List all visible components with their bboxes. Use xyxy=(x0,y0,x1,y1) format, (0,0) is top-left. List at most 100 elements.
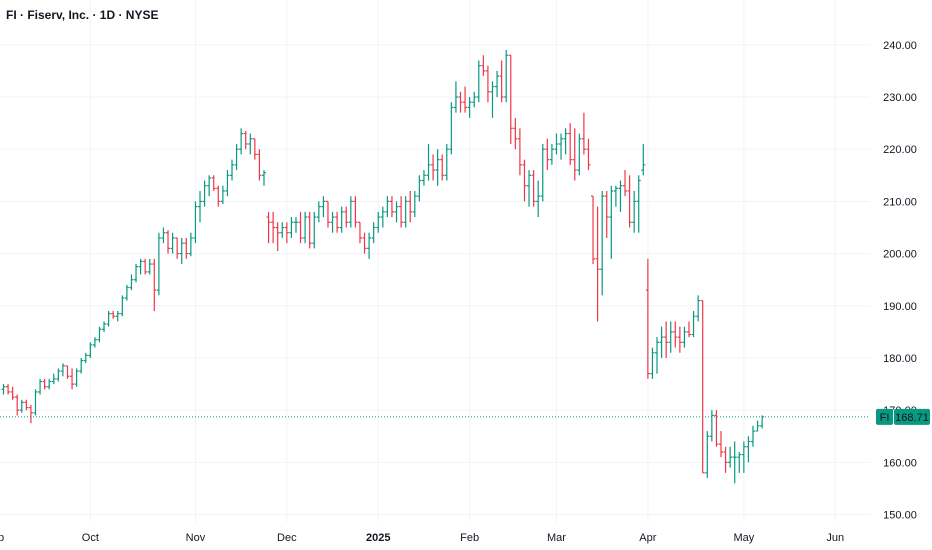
ohlc-bar xyxy=(51,373,56,385)
ohlc-bar xyxy=(211,175,216,191)
ohlc-bar xyxy=(458,91,463,113)
ohlc-bar xyxy=(357,221,362,244)
ticker-badge xyxy=(876,408,893,425)
ohlc-bar xyxy=(664,321,669,358)
ohlc-bar xyxy=(741,441,746,473)
ohlc-bar xyxy=(284,222,289,244)
ohlc-bar xyxy=(572,128,577,181)
grid-lines xyxy=(0,0,870,522)
chart-title: FI · Fiserv, Inc. · 1D · NYSE xyxy=(6,8,159,22)
ohlc-bar xyxy=(42,378,47,390)
ohlc-bar xyxy=(495,70,500,97)
price-tick-label: 200.00 xyxy=(883,249,917,261)
ohlc-bar xyxy=(348,196,353,228)
ohlc-bar xyxy=(225,170,230,197)
last-price-badge xyxy=(894,408,930,425)
ohlc-bar xyxy=(728,446,733,468)
ohlc-bar xyxy=(216,185,221,207)
ohlc-bar xyxy=(399,196,404,228)
ohlc-bar xyxy=(88,342,93,358)
ohlc-bar xyxy=(230,159,234,181)
ohlc-bar xyxy=(554,133,559,155)
ohlc-bar xyxy=(275,222,280,251)
price-axis[interactable]: 150.00160.00170.00180.00190.00200.00210.… xyxy=(883,40,917,522)
ticker-badge-label: FI xyxy=(880,412,890,424)
ohlc-bar xyxy=(24,399,29,411)
ohlc-bar xyxy=(682,326,687,348)
ohlc-bar xyxy=(166,230,171,254)
time-tick-label: Mar xyxy=(547,532,566,544)
ohlc-bar xyxy=(321,196,326,218)
time-tick-label: 2025 xyxy=(366,532,390,544)
ohlc-bar xyxy=(723,446,728,473)
ohlc-bar xyxy=(650,347,655,379)
last-price-badge-label: 168.71 xyxy=(895,412,929,424)
time-axis[interactable]: Sep Oct Nov Dec 2025 Feb Mar Apr May Jun xyxy=(0,532,844,544)
ohlc-bar xyxy=(312,211,317,249)
ohlc-bar xyxy=(668,321,673,353)
ohlc-bar xyxy=(581,112,586,155)
last-price-marker: FI 168.71 xyxy=(0,408,930,425)
ohlc-bar xyxy=(609,185,614,259)
ohlc-bar xyxy=(618,180,623,212)
ohlc-bar xyxy=(179,237,184,265)
ohlc-bar xyxy=(472,91,477,108)
ohlc-bar xyxy=(513,117,518,150)
ohlc-bar xyxy=(645,258,650,379)
ohlc-bar xyxy=(545,138,550,171)
ohlc-bar xyxy=(632,190,637,233)
ohlc-bar xyxy=(102,321,107,332)
ohlc-bar xyxy=(175,237,180,259)
ohlc-bar xyxy=(595,206,600,322)
ohlc-bar xyxy=(70,368,75,390)
ohlc-bar xyxy=(134,264,139,283)
price-tick-label: 230.00 xyxy=(883,92,917,104)
ohlc-bar xyxy=(257,149,262,181)
ohlc-bar xyxy=(467,97,472,118)
ohlc-bar xyxy=(659,326,664,358)
ohlc-bar xyxy=(403,196,408,228)
ohlc-bar xyxy=(687,321,691,338)
ohlc-bar xyxy=(335,211,340,233)
ohlc-bar xyxy=(303,211,308,244)
ohlc-bar xyxy=(732,441,737,484)
ohlc-bar xyxy=(207,175,212,197)
ohlc-bar xyxy=(499,60,504,103)
ohlc-bar xyxy=(266,211,271,244)
ohlc-bar xyxy=(714,410,719,447)
ohlc-bar xyxy=(362,232,367,254)
ohlc-bar xyxy=(56,368,61,382)
ohlc-bar xyxy=(325,200,330,228)
ohlc-bar xyxy=(60,363,65,377)
ohlc-bar xyxy=(353,196,358,228)
ohlc-bar xyxy=(440,154,445,181)
ohlc-bar xyxy=(143,258,148,275)
ohlc-bar xyxy=(709,410,714,442)
ohlc-bar xyxy=(92,337,97,348)
ohlc-bar xyxy=(412,190,417,218)
ohlc-bar xyxy=(293,217,298,233)
ohlc-bar xyxy=(289,217,294,238)
time-tick-label: Apr xyxy=(639,532,656,544)
ohlc-bar xyxy=(522,159,527,202)
ohlc-bar xyxy=(106,311,111,327)
ohlc-bar xyxy=(344,206,349,228)
ohlc-bar xyxy=(79,358,84,374)
ohlc-bar xyxy=(198,190,203,223)
ohlc-bar xyxy=(636,175,641,233)
ohlc-bar xyxy=(586,138,591,171)
ohlc-bar xyxy=(10,386,15,400)
ohlc-bar xyxy=(147,258,152,275)
ohlc-bar xyxy=(97,326,102,343)
time-tick-label: Jun xyxy=(826,532,844,544)
ohlc-bar xyxy=(527,170,532,207)
ohlc-bar xyxy=(380,206,385,228)
ohlc-bar xyxy=(19,399,24,413)
ohlc-bar xyxy=(188,232,193,257)
price-tick-label: 150.00 xyxy=(883,510,917,522)
ohlc-bar xyxy=(563,128,568,155)
ohlc-bar xyxy=(38,378,43,395)
ohlc-bar xyxy=(280,222,285,238)
price-tick-label: 190.00 xyxy=(883,301,917,313)
